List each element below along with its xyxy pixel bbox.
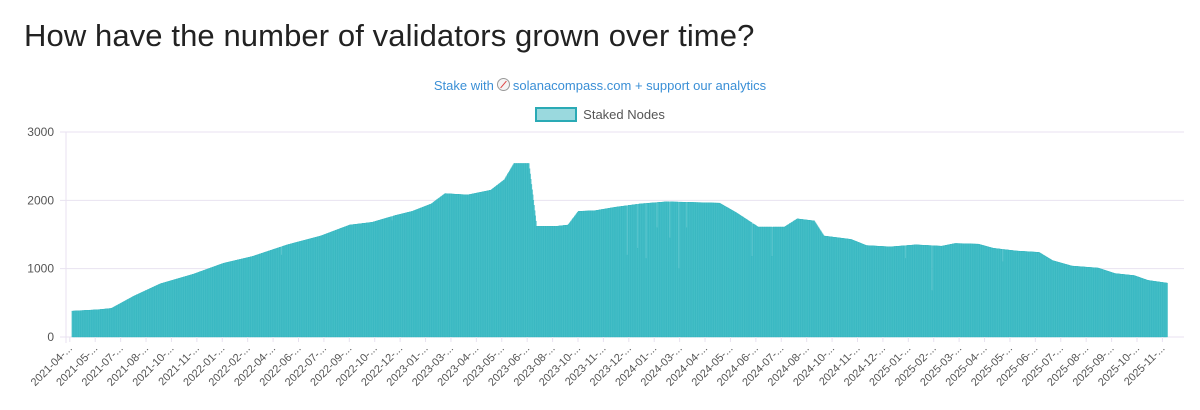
legend-swatch-staked-nodes[interactable]	[535, 107, 578, 122]
y-tick-label: 3000	[27, 125, 54, 139]
x-axis-ticks: 2021-04-...2021-05-...2021-07-...2021-08…	[29, 337, 1168, 389]
stake-text: solanacompass.com + support our analytic…	[512, 78, 767, 93]
chart-legend: Staked Nodes	[0, 107, 1200, 122]
stake-link[interactable]: Stake with solanacompass.com + support ou…	[0, 78, 1200, 93]
y-axis-ticks: 0 1000 2000 3000	[27, 125, 54, 344]
y-tick-label: 1000	[27, 262, 54, 276]
page-title: How have the number of validators grown …	[24, 18, 755, 53]
y-tick-label: 2000	[27, 193, 54, 207]
bars	[71, 163, 1168, 338]
stake-prefix: Stake with	[433, 78, 494, 93]
compass-icon	[496, 78, 510, 91]
legend-label-staked-nodes: Staked Nodes	[583, 107, 665, 122]
y-tick-label: 0	[47, 330, 54, 344]
bar	[1166, 282, 1168, 338]
